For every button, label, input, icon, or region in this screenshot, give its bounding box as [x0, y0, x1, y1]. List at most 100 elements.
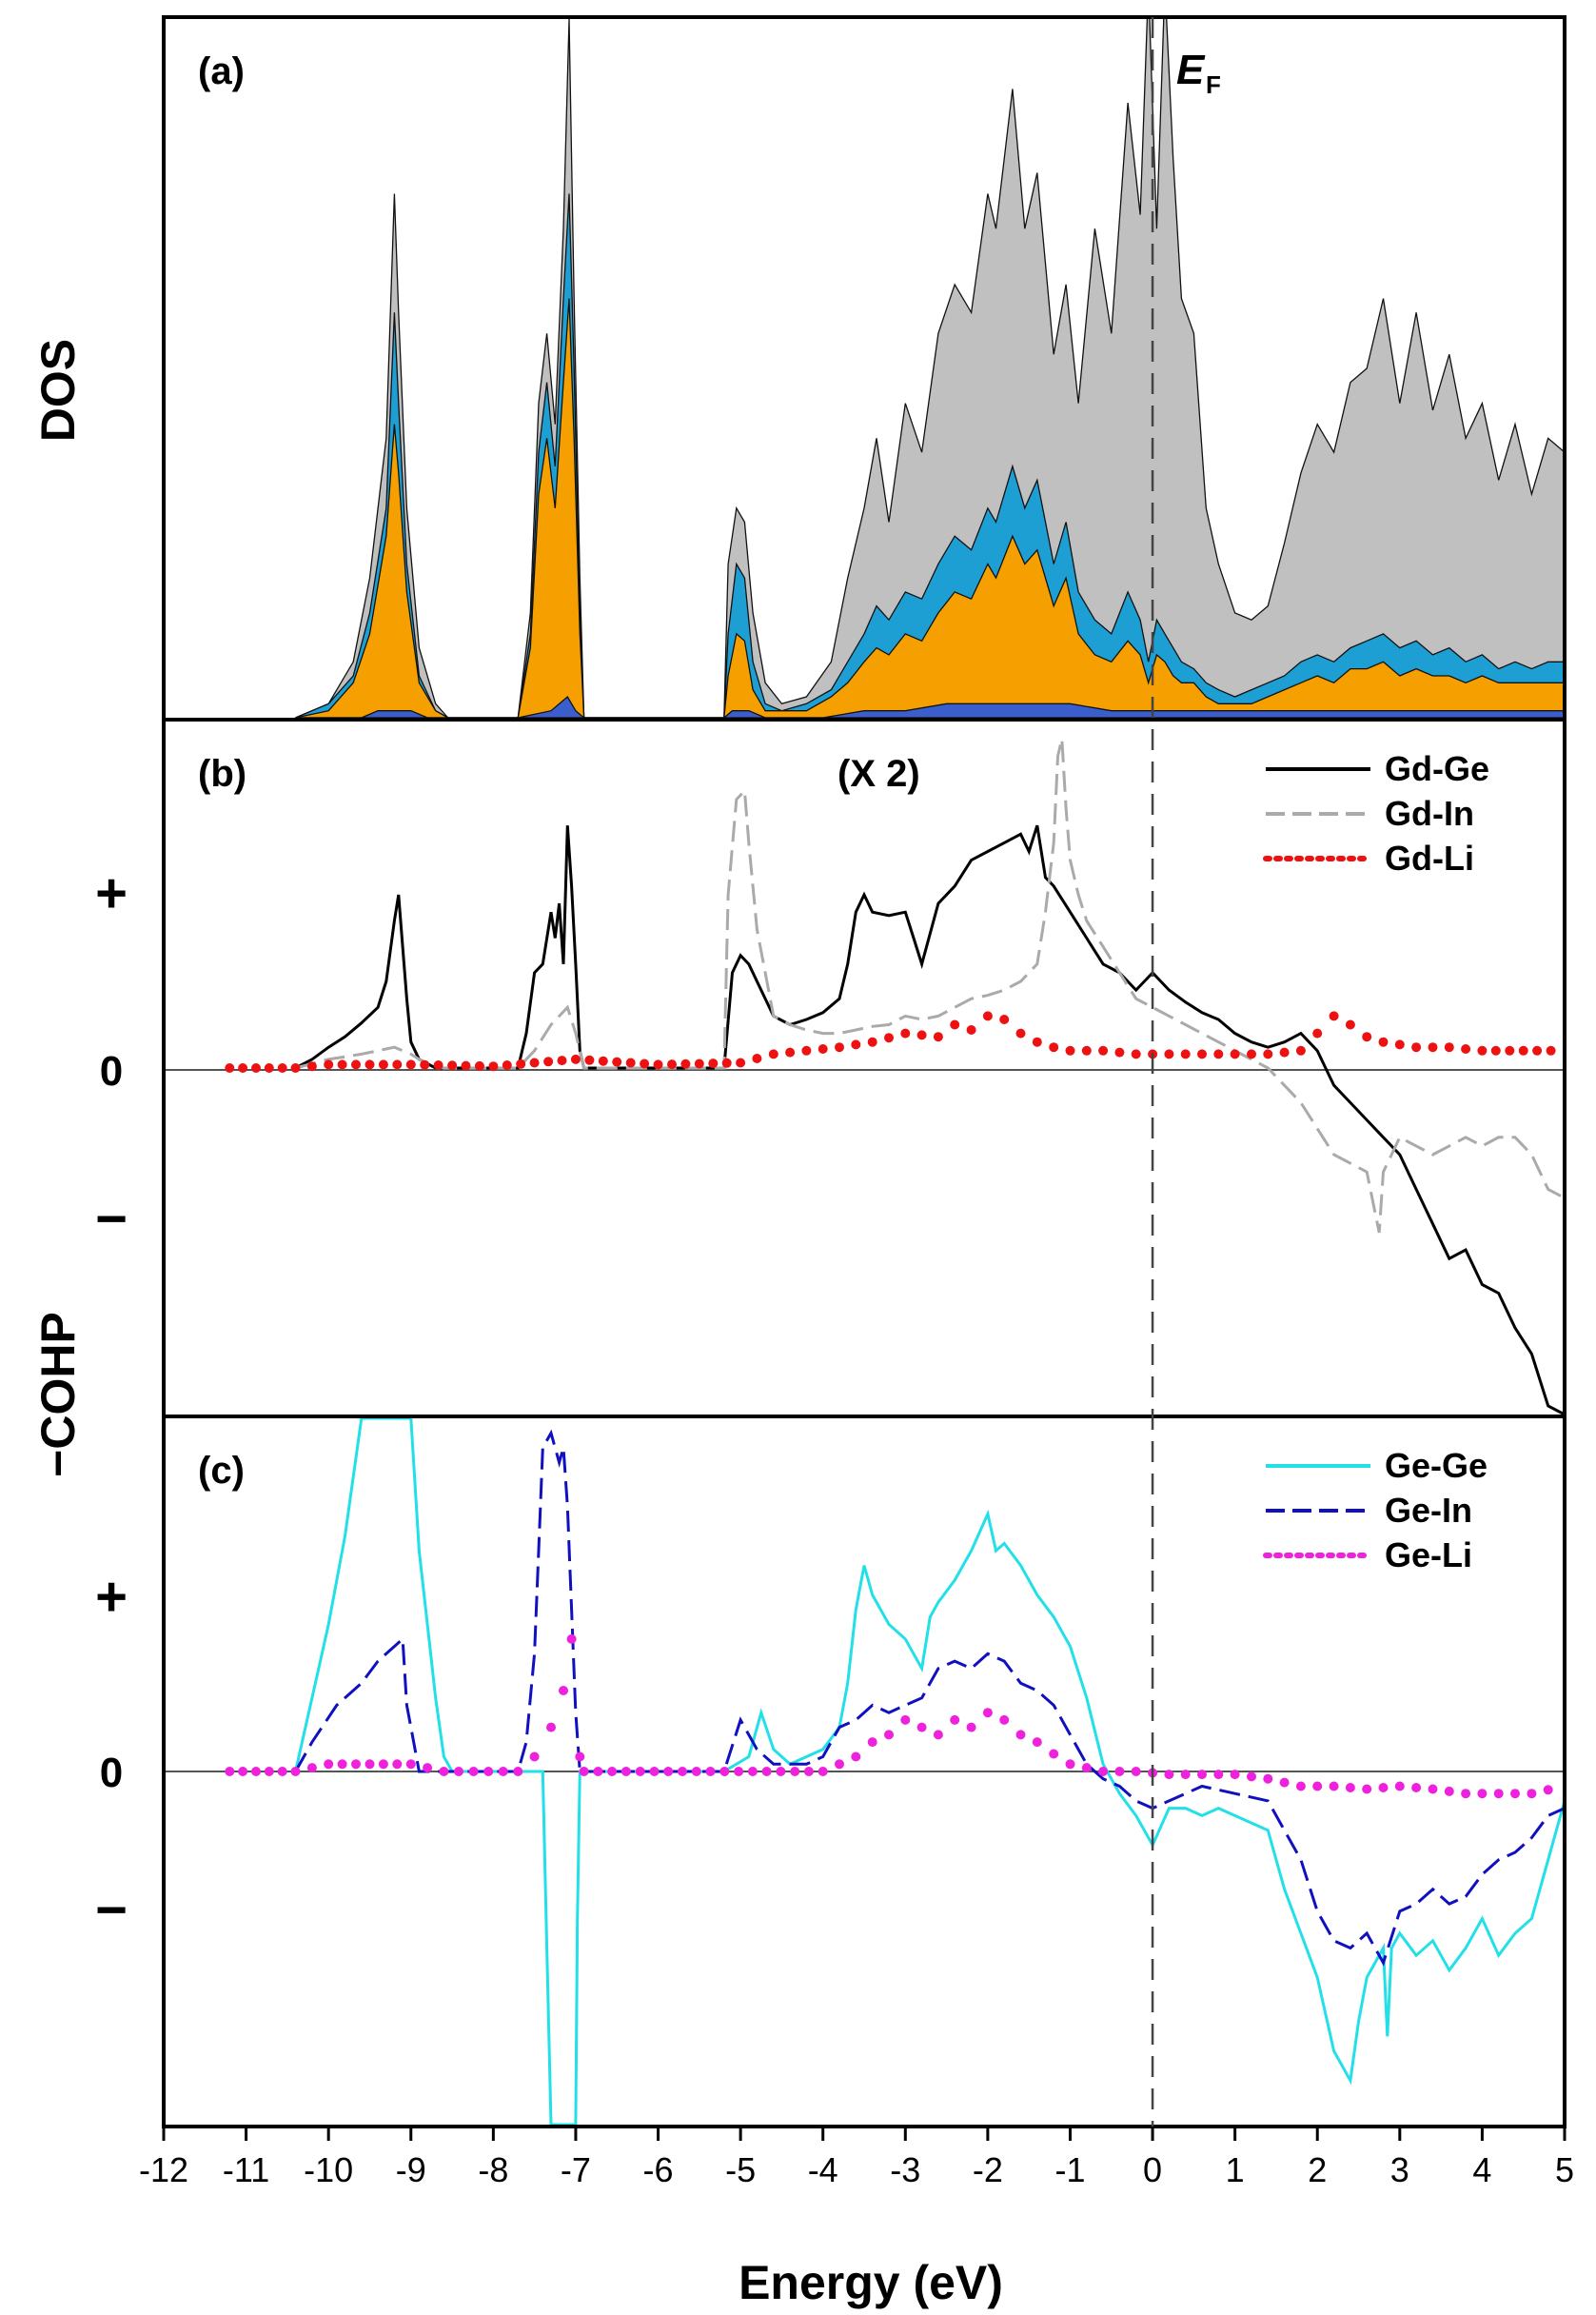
series-point-geli: [251, 1767, 261, 1776]
series-point-geli: [593, 1767, 603, 1776]
series-point-gdli: [598, 1056, 608, 1066]
x-tick-label: 5: [1555, 2150, 1574, 2189]
series-point-gdli: [1532, 1045, 1543, 1056]
series-point-gdli: [612, 1057, 622, 1067]
series-point-geli: [999, 1714, 1010, 1725]
cohp-panel-c: (c) + 0 − Ge-Ge Ge-In Ge-Li: [95, 1415, 1566, 2128]
x-tick-label: -3: [890, 2150, 920, 2189]
series-point-geli: [790, 1767, 800, 1776]
series-point-geli: [439, 1767, 449, 1776]
legend-label-gdge: Gd-Ge: [1385, 749, 1489, 788]
series-point-gdli: [420, 1059, 430, 1070]
legend-label-gege: Ge-Ge: [1385, 1446, 1488, 1485]
panel-a-label: (a): [198, 50, 245, 92]
panel-c-legend: Ge-Ge Ge-In Ge-Li: [1263, 1446, 1488, 1574]
series-point-gdli: [570, 1054, 581, 1064]
series-point-geli: [1345, 1783, 1355, 1792]
series-point-gdli: [1263, 1049, 1273, 1059]
legend-label-gein: Ge-In: [1385, 1491, 1472, 1530]
series-point-gdli: [785, 1047, 796, 1058]
panel-c-series: [225, 1418, 1565, 2125]
series-point-geli: [351, 1759, 361, 1770]
series-point-gdli: [1032, 1037, 1042, 1047]
series-point-geli: [1247, 1771, 1256, 1782]
series-point-geli: [933, 1730, 943, 1740]
series-point-geli: [1180, 1770, 1191, 1780]
series-point-geli: [663, 1767, 674, 1776]
series-point-geli: [1098, 1767, 1109, 1776]
series-point-gdli: [1345, 1019, 1355, 1030]
series-point-gdli: [461, 1060, 471, 1071]
series-point-gdli: [1428, 1042, 1438, 1053]
series-point-gdli: [365, 1059, 375, 1070]
series-point-geli: [566, 1633, 577, 1644]
legend-label-gdli: Gd-Li: [1385, 839, 1474, 878]
series-point-geli: [1065, 1759, 1075, 1770]
cohp-panel-b: (b) (X 2) + 0 − Gd-Ge Gd-In Gd-Li: [95, 718, 1566, 1418]
series-point-gdli: [867, 1037, 877, 1047]
series-point-gdli: [1329, 1011, 1339, 1021]
series-point-geli: [867, 1737, 877, 1748]
series-point-geli: [1362, 1784, 1372, 1794]
series-point-geli: [1230, 1770, 1240, 1780]
series-point-geli: [1197, 1770, 1207, 1780]
series-point-gdli: [1164, 1049, 1174, 1059]
series-point-gdli: [264, 1063, 274, 1073]
series-point-geli: [621, 1767, 631, 1776]
series-point-gdli: [1394, 1039, 1405, 1050]
series-point-geli: [719, 1767, 730, 1776]
dos-panel-a: (a) E F: [162, 15, 1566, 722]
series-point-geli: [1543, 1785, 1553, 1795]
series-point-gdli: [584, 1055, 595, 1065]
series-point-geli: [747, 1767, 758, 1776]
series-point-gdli: [851, 1039, 861, 1050]
series-point-gdli: [502, 1060, 512, 1070]
panel-b-scale-note: (X 2): [837, 753, 920, 795]
series-point-gdli: [950, 1019, 960, 1030]
series-point-geli: [1114, 1767, 1125, 1776]
panel-c-plus-tick: +: [95, 1566, 128, 1628]
series-point-gdli: [529, 1058, 540, 1068]
series-point-geli: [1444, 1786, 1454, 1796]
series-point-geli: [1493, 1789, 1504, 1799]
series-point-gdli: [916, 1030, 927, 1040]
series-point-gdli: [557, 1056, 567, 1066]
x-tick-label: 1: [1226, 2150, 1245, 2189]
series-point-geli: [1312, 1781, 1323, 1791]
panel-b-label: (b): [198, 753, 246, 795]
series-point-gdli: [277, 1063, 287, 1073]
series-point-gdli: [290, 1063, 301, 1073]
panel-c-frame: [162, 1415, 1566, 2128]
series-point-gdli: [238, 1063, 248, 1073]
x-axis-ticks: -12 -11 -10 -9 -8 -7 -6 -5 -4 -3 -2 -1 0 1 2 3 4 5: [139, 2127, 1574, 2189]
series-point-gdli: [1477, 1045, 1488, 1056]
x-tick-label: -12: [139, 2150, 188, 2189]
series-point-gdli: [884, 1033, 894, 1043]
x-tick-label: -9: [396, 2150, 426, 2189]
series-point-geli: [1131, 1767, 1141, 1776]
series-point-gdli: [1546, 1045, 1556, 1056]
series-point-geli: [803, 1767, 814, 1776]
series-point-gdli: [694, 1059, 704, 1069]
series-point-geli: [378, 1759, 388, 1770]
series-point-geli: [1295, 1781, 1306, 1791]
series-point-geli: [649, 1767, 660, 1776]
series-point-gdli: [516, 1059, 526, 1069]
series-point-gdli: [1279, 1047, 1290, 1058]
series-line-gdin: [295, 738, 1565, 1234]
dos-area-total: [295, 17, 1565, 719]
series-point-gdli: [736, 1058, 746, 1068]
series-point-geli: [1329, 1781, 1339, 1791]
series-point-geli: [966, 1722, 976, 1732]
series-point-gdli: [488, 1061, 499, 1072]
series-point-gdli: [351, 1059, 361, 1070]
series-point-gdli: [1015, 1028, 1026, 1039]
series-point-geli: [1510, 1789, 1520, 1799]
series-point-geli: [1411, 1783, 1422, 1792]
series-line-gege: [294, 1418, 1565, 2125]
x-tick-label: -10: [304, 2150, 353, 2189]
fermi-label-e: E: [1176, 47, 1206, 93]
series-point-geli: [468, 1767, 479, 1776]
x-tick-label: -7: [561, 2150, 591, 2189]
